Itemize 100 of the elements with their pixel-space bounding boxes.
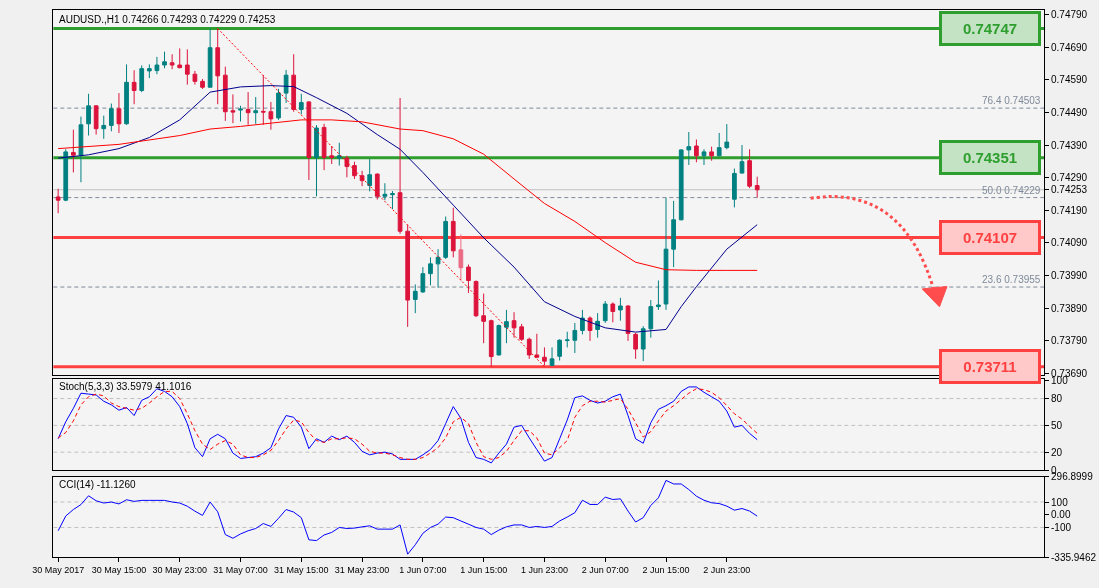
candlestick [519,323,525,342]
candlestick [443,216,449,260]
candlestick [177,47,183,69]
candlestick [633,332,638,360]
candlestick [625,304,631,342]
candlestick [207,27,213,88]
y-tick-label: 0.00 [1051,509,1071,521]
candlestick [595,312,600,339]
candlestick [55,188,61,214]
candlestick [184,48,190,86]
candlestick [108,103,114,132]
candlestick [671,200,676,268]
candlestick [162,51,167,69]
candlestick [238,105,243,123]
y-tick-label: 0.74290 [1051,172,1088,184]
candlestick [473,280,479,318]
candlestick [200,78,205,90]
candlestick [428,256,433,286]
candlestick [253,96,259,125]
y-tick-label: 80 [1051,393,1063,405]
candlestick [458,233,464,281]
candlestick [450,207,456,258]
candlestick [640,325,646,362]
candlestick [504,309,509,344]
candlestick [716,132,722,157]
y-tick-label: 50 [1051,419,1063,431]
candlestick [306,100,312,181]
candlestick [291,53,297,113]
candlestick [192,70,198,86]
candlestick [230,93,236,124]
candlestick [146,63,152,79]
candlestick [314,124,319,197]
ref-line-label: 50.0 0.74229 [982,185,1041,196]
candlestick [86,93,91,137]
y-tick-label: 0.73790 [1051,335,1088,347]
y-tick-label: 0.73890 [1051,302,1088,314]
candlestick [139,64,145,93]
y-tick-label: 0.74090 [1051,237,1088,249]
candlestick [336,142,342,167]
candlestick [610,301,616,323]
candlestick [526,337,532,360]
y-tick-label: -335.9462 [1051,551,1097,563]
candlestick [542,346,547,366]
y-tick-label: 0.74390 [1051,139,1088,151]
candlestick [390,190,395,210]
y-tick-label: 100 [1051,496,1069,508]
candlestick [648,299,654,339]
ref-line-label: 0.74351 [962,149,1018,166]
candlestick [169,53,175,70]
x-tick-label: 2 Jun 15:00 [642,565,690,576]
candlestick [101,115,107,140]
candlestick [276,88,281,121]
x-tick-label: 31 May 15:00 [274,565,329,576]
candlestick [70,129,76,173]
candlestick [329,145,335,165]
candlestick [564,331,570,348]
candlestick [78,116,84,183]
line-series [57,85,758,333]
candlestick [283,69,289,104]
candlestick [344,155,350,178]
candlestick [549,346,555,367]
candlestick [534,333,540,359]
candlestick [352,161,357,180]
y-tick-label: 0.74190 [1051,204,1088,216]
x-tick-label: 2 Jun 23:00 [703,565,751,576]
candlestick [754,176,760,199]
candlestick [405,224,411,328]
y-tick-label: 0.74590 [1051,74,1088,86]
y-tick-label: 0.74253 [1051,184,1088,196]
y-tick-label: -100 [1051,521,1072,533]
candlestick [321,123,327,171]
chart-title: AUDUSD.,H1 0.74266 0.74293 0.74229 0.74253 [59,14,276,25]
candlestick [382,182,388,201]
candlestick [701,148,707,166]
candlestick [572,322,578,354]
candlestick [215,27,221,105]
candlestick [580,309,585,335]
candlestick [154,56,160,75]
x-tick-label: 2 Jun 07:00 [581,565,629,576]
ref-line-label: 23.6 0.73955 [982,274,1041,285]
candlestick [260,74,266,126]
x-tick-label: 31 May 07:00 [213,565,268,576]
x-tick-label: 31 May 23:00 [334,565,390,576]
candlestick [496,324,502,357]
candlestick [656,280,661,311]
candlestick [511,311,517,339]
y-tick-label: 0.74490 [1051,106,1088,118]
candlestick [131,69,137,105]
ref-line-label: 0.74747 [962,20,1018,37]
ref-line-label: 76.4 0.74503 [982,95,1041,106]
candlestick [481,293,487,344]
y-tick-label: 0.74690 [1051,41,1088,53]
candlestick [663,197,669,311]
candlestick [587,315,593,342]
ref-line-label: 0.74107 [962,229,1018,246]
candlestick [709,146,714,162]
candlestick [374,172,380,201]
y-tick-label: 0.73990 [1051,270,1088,282]
y-tick-label: 20 [1051,446,1063,458]
candlestick [435,248,441,289]
